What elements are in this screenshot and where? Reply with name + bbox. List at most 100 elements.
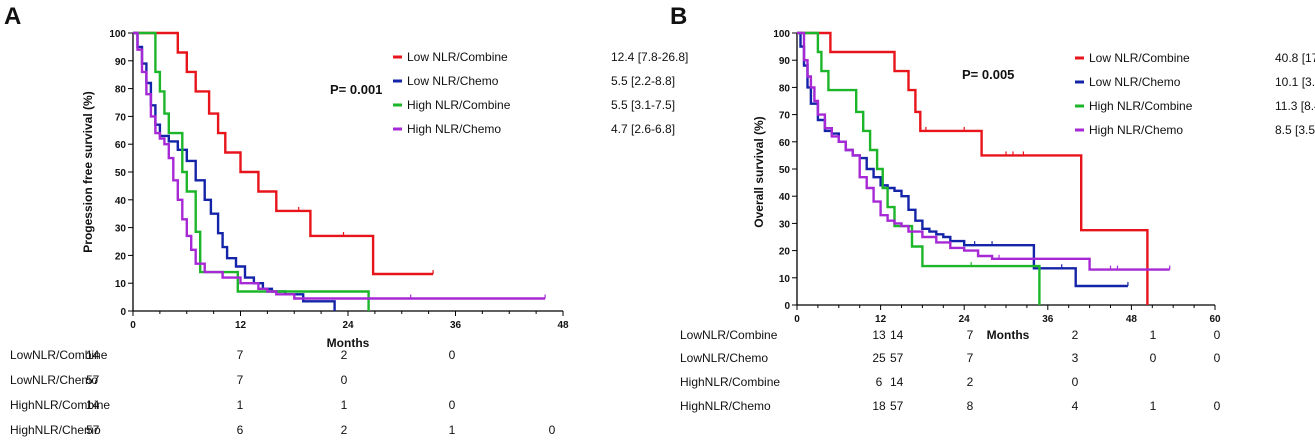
y-tick-label: 30: [115, 224, 127, 235]
y-tick-label: 90: [779, 56, 791, 67]
risk-table-count: 2: [1072, 328, 1079, 342]
x-tick-label: 48: [1126, 314, 1138, 325]
risk-table-row-label: LowNLR/Chemo: [680, 351, 768, 365]
x-tick-label: 36: [450, 320, 462, 331]
legend-label-low-nlr-chemo: Low NLR/Chemo: [1089, 75, 1181, 89]
y-tick-label: 90: [115, 57, 127, 68]
risk-table-row-label: LowNLR/Combine: [680, 328, 778, 342]
y-tick-label: 40: [115, 196, 127, 207]
y-tick-label: 100: [109, 29, 126, 40]
risk-table-count: 7: [237, 348, 244, 362]
risk-table-count: 2: [967, 375, 974, 389]
y-tick-label: 80: [779, 83, 791, 94]
risk-table-count: 18: [872, 399, 886, 413]
risk-table-count: 0: [341, 373, 348, 387]
risk-table-count: 7: [967, 351, 974, 365]
x-axis-label: Months: [987, 328, 1030, 342]
x-tick-label: 12: [875, 314, 887, 325]
risk-table-count: 14: [890, 328, 904, 342]
y-axis-label: Overall survival (%): [752, 116, 766, 227]
survival-curve-high-nlr-chemo: [797, 31, 1170, 271]
risk-table-count: 7: [967, 328, 974, 342]
risk-table-count: 0: [1214, 351, 1221, 365]
survival-curve-low-nlr-chemo: [133, 31, 336, 311]
y-tick-label: 50: [779, 165, 791, 176]
risk-table-count: 1: [341, 398, 348, 412]
risk-table-count: 8: [967, 399, 974, 413]
x-tick-label: 60: [1209, 314, 1221, 325]
y-tick-label: 70: [115, 112, 127, 123]
risk-table-count: 2: [341, 423, 348, 437]
risk-table-count: 57: [86, 373, 100, 387]
legend-median-high-nlr-combine: 11.3 [8.4-16.5]: [1275, 99, 1315, 113]
x-tick-label: 24: [342, 320, 354, 331]
legend-label-low-nlr-chemo: Low NLR/Chemo: [407, 74, 499, 88]
x-tick-label: 36: [1042, 314, 1054, 325]
risk-table-count: 7: [237, 373, 244, 387]
legend-median-low-nlr-chemo: 10.1 [3.6-22.3]: [1275, 75, 1315, 89]
risk-table-row-label: HighNLR/Combine: [10, 398, 110, 412]
risk-table-row-label: HighNLR/Chemo: [10, 423, 101, 437]
y-tick-label: 10: [115, 279, 127, 290]
y-tick-label: 0: [784, 301, 790, 312]
legend-label-high-nlr-chemo: High NLR/Chemo: [1089, 123, 1183, 137]
risk-table-row-label: LowNLR/Chemo: [10, 373, 98, 387]
risk-table-count: 0: [449, 398, 456, 412]
legend-median-low-nlr-chemo: 5.5 [2.2-8.8]: [611, 74, 675, 88]
risk-table-count: 0: [549, 423, 556, 437]
x-axis-label: Months: [327, 336, 370, 350]
x-tick-label: 24: [959, 314, 971, 325]
survival-curve-low-nlr-combine: [797, 31, 1149, 305]
y-tick-label: 80: [115, 85, 127, 96]
x-tick-label: 0: [130, 320, 136, 331]
risk-table-count: 14: [86, 348, 100, 362]
risk-table-count: 14: [890, 375, 904, 389]
risk-table-count: 0: [1214, 399, 1221, 413]
panel-label: A: [4, 3, 21, 30]
legend-median-low-nlr-combine: 40.8 [17.5-50.3]: [1275, 51, 1315, 65]
risk-table-count: 6: [876, 375, 883, 389]
survival-curve-high-nlr-combine: [133, 31, 370, 311]
risk-table-count: 0: [1214, 328, 1221, 342]
risk-table-count: 3: [1072, 351, 1079, 365]
panel-label: B: [670, 3, 687, 30]
y-tick-label: 20: [779, 247, 791, 258]
legend-label-high-nlr-combine: High NLR/Combine: [1089, 99, 1193, 113]
y-tick-label: 100: [773, 29, 790, 40]
y-tick-label: 20: [115, 251, 127, 262]
y-tick-label: 60: [115, 140, 127, 151]
risk-table-count: 4: [1072, 399, 1079, 413]
p-value-annotation: P= 0.005: [962, 67, 1014, 82]
legend-label-low-nlr-combine: Low NLR/Combine: [1089, 51, 1190, 65]
risk-table-count: 57: [890, 399, 904, 413]
risk-table-count: 1: [1150, 328, 1157, 342]
x-tick-label: 12: [235, 320, 247, 331]
survival-curve-high-nlr-combine: [797, 31, 1041, 305]
legend-label-high-nlr-combine: High NLR/Combine: [407, 98, 511, 112]
y-tick-label: 50: [115, 168, 127, 179]
y-tick-label: 0: [120, 307, 126, 318]
y-axis-label: Progession free survival (%): [81, 91, 95, 252]
risk-table-row-label: LowNLR/Combine: [10, 348, 108, 362]
y-tick-label: 10: [779, 274, 791, 285]
risk-table-row-label: HighNLR/Combine: [680, 375, 780, 389]
p-value-annotation: P= 0.001: [330, 82, 382, 97]
risk-table-count: 1: [237, 398, 244, 412]
risk-table-count: 13: [872, 328, 886, 342]
risk-table-count: 1: [1150, 399, 1157, 413]
legend-label-high-nlr-chemo: High NLR/Chemo: [407, 122, 501, 136]
risk-table-count: 2: [341, 348, 348, 362]
legend-median-high-nlr-combine: 5.5 [3.1-7.5]: [611, 98, 675, 112]
risk-table-count: 14: [86, 398, 100, 412]
x-tick-label: 48: [557, 320, 569, 331]
risk-table-count: 57: [86, 423, 100, 437]
risk-table-count: 57: [890, 351, 904, 365]
legend-median-low-nlr-combine: 12.4 [7.8-26.8]: [611, 50, 688, 64]
risk-table-row-label: HighNLR/Chemo: [680, 399, 771, 413]
survival-curve-low-nlr-combine: [133, 31, 434, 276]
risk-table-count: 0: [1072, 375, 1079, 389]
y-tick-label: 30: [779, 219, 791, 230]
